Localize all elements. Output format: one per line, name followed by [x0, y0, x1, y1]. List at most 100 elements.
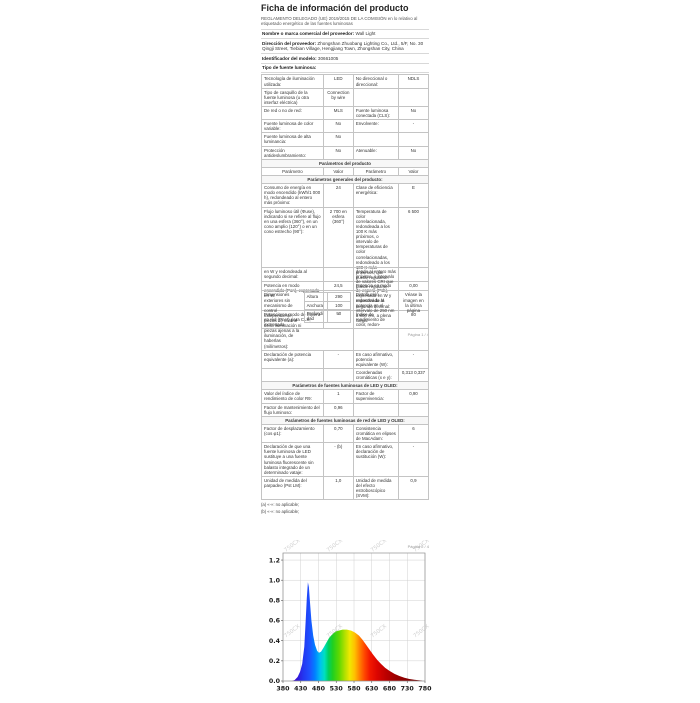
- table-row: Declaración de potencia equivalente (a):…: [261, 349, 430, 369]
- table-cell: No: [322, 145, 354, 160]
- supplier-row: Nombre o marca comercial del proveedor: …: [261, 30, 429, 40]
- table-cell: E: [397, 183, 430, 208]
- table-row: Fuente luminosa de alta luminancia: No: [261, 132, 430, 147]
- table-cell: Atenuable:: [352, 145, 399, 160]
- column-header: Valor: [322, 166, 354, 177]
- column-header: Parámetro: [261, 166, 324, 177]
- table-cell: MLS: [322, 105, 354, 121]
- table-cell: [397, 402, 430, 417]
- x-tick-label: 430: [294, 686, 308, 693]
- dimensions-table: Altura 290 Anchura 100 Profundidad 90: [303, 292, 351, 323]
- table-cell: 290: [326, 292, 351, 302]
- table-cell: Envolvente:: [352, 119, 399, 134]
- table-cell: Protección antideslumbramiento:: [261, 145, 324, 160]
- footnote-b: (b) «-»: no aplicable;: [261, 508, 300, 514]
- dimensions-cell: Dimensiones exteriores sin mecanismo de …: [261, 290, 354, 351]
- table-cell: Altura: [303, 292, 328, 302]
- watermark: 750CX: [283, 540, 301, 554]
- spd-area: [291, 582, 423, 681]
- table-row: Valor del índice de rendimiento de color…: [261, 389, 430, 404]
- table-row: Protección antideslumbramiento: No Atenuab…: [261, 145, 430, 160]
- table-cell: Tipo de casquillo de la fuente luminosa …: [261, 87, 324, 107]
- type-label: Tipo de fuente luminosa:: [262, 65, 317, 71]
- table-cell: Fuente luminosa de alta luminancia:: [261, 132, 324, 147]
- table-cell: [322, 367, 354, 383]
- table-row: Declaración de que una fuente luminosa d…: [261, 442, 430, 477]
- footnote-a: (a) «-»: no aplicable;: [261, 501, 300, 507]
- table-cell: Profundidad: [303, 308, 328, 323]
- table-cell: 90: [326, 308, 351, 323]
- table-row: Profundidad 90: [303, 308, 351, 323]
- table-cell: En caso afirmativo, declaración de susti…: [352, 442, 399, 477]
- table-cell: -: [397, 442, 430, 477]
- fiche-page-2: en W y redondeada al segundo decimal: dea…: [261, 266, 430, 549]
- table-cell: Consistencia cromática en elipses de Mac…: [352, 423, 399, 444]
- table-row: Coordenadas cromáticas (x e y): 0,313 0,3…: [261, 367, 430, 383]
- section-header-row: Parámetros generales del producto:: [261, 175, 429, 185]
- table-cell: No direccional o direccional:: [352, 74, 399, 89]
- table-cell: 1: [322, 389, 354, 404]
- table-row: Fuente luminosa de color variable: No Envo…: [261, 119, 430, 134]
- table-row: Altura 290: [303, 292, 351, 302]
- section-header: Parámetros generales del producto:: [261, 175, 429, 185]
- table-cell: Unidad de medida del efecto estroboscópi…: [352, 475, 399, 501]
- address-row: Dirección del proveedor: Zhongshan Zhuob…: [261, 39, 429, 55]
- y-tick-label: 0.2: [269, 658, 280, 665]
- x-tick-label: 780: [418, 686, 432, 693]
- x-tick-label: 630: [365, 686, 379, 693]
- table-cell: - (b): [322, 442, 354, 477]
- table-cell: 1,0: [322, 475, 354, 501]
- table-cell: deado al entero más próximo, o intervalo…: [352, 266, 399, 292]
- table-cell: en W y redondeada al segundo decimal:: [261, 266, 324, 292]
- x-tick-label: 680: [383, 686, 397, 693]
- watermark: 750CX: [370, 540, 388, 554]
- spd-label-cell: Distribución espectral de la potencia en…: [352, 290, 399, 351]
- section-header: Parámetros del producto: [261, 158, 429, 168]
- table-cell: 6: [397, 423, 430, 444]
- spd-chart-svg: 0.0 0.2 0.4 0.6 0.8 1.0 1.2 380 430 480 530 580 630 6…: [269, 538, 432, 693]
- table-cell: Factor de mantenimiento del flujo lumino…: [261, 402, 324, 417]
- table-row: Unidad de medida del parpadeo (Pst LM): 1…: [261, 475, 430, 501]
- table-cell: Clase de eficiencia energética:: [352, 183, 399, 208]
- table-cell: 0,96: [322, 402, 354, 417]
- table-cell: 0,313 0,337: [397, 367, 430, 383]
- dimensions-row: Dimensiones exteriores sin mecanismo de …: [261, 290, 430, 351]
- table-cell: 100: [326, 300, 351, 310]
- model-label: Identificador del modelo:: [262, 55, 317, 61]
- table-cell: No: [397, 145, 430, 160]
- regulation-text: REGLAMENTO DELEGADO (UE) 2019/2015 DE LA…: [261, 16, 429, 30]
- table-cell: [397, 132, 430, 147]
- table-cell: Declaración de que una fuente luminosa d…: [261, 442, 324, 477]
- x-tick-label: 380: [276, 686, 290, 693]
- table-row: Factor de mantenimiento del flujo lumino…: [261, 402, 430, 417]
- supplier-value: Wall Light: [355, 31, 376, 37]
- table-cell: Connection by wire: [322, 87, 354, 107]
- table-row: Anchura 100: [303, 300, 351, 310]
- address-label: Dirección del proveedor:: [262, 40, 317, 46]
- table-cell: [352, 402, 399, 417]
- table-cell: 24: [322, 183, 354, 208]
- y-tick-label: 0.8: [269, 598, 280, 605]
- x-tick-label: 730: [401, 686, 415, 693]
- table-cell: De red o no de red:: [261, 105, 324, 121]
- y-tick-label: 1.0: [269, 577, 281, 584]
- table-cell: No: [322, 132, 354, 147]
- table-row: en W y redondeada al segundo decimal: dea…: [261, 266, 430, 292]
- page-title: Ficha de información del producto: [261, 3, 409, 13]
- section-header-row: Parámetros de fuentes luminosas de LED y…: [261, 381, 429, 391]
- param-header-row: Parámetro Valor Parámetro Valor: [261, 166, 430, 177]
- type-row: Tipo de fuente luminosa:: [261, 64, 429, 74]
- product-params-table: en W y redondeada al segundo decimal: dea…: [261, 266, 430, 501]
- y-tick-label: 0.4: [269, 638, 281, 645]
- y-tick-label: 0.6: [269, 618, 281, 625]
- table-cell: Coordenadas cromáticas (x e y):: [352, 367, 399, 383]
- address-value: Zhongshan Zhuobang Lighting Co., Ltd., 5…: [262, 40, 424, 52]
- table-cell: [352, 87, 399, 107]
- table-cell: 0,90: [397, 389, 430, 404]
- section-header-row: Parámetros del producto: [261, 158, 429, 168]
- table-cell: Declaración de potencia equivalente (a):: [261, 349, 324, 369]
- x-tick-label: 530: [330, 686, 344, 693]
- spd-value-cell: Véase la imagen en la última página: [397, 290, 430, 351]
- spectral-power-distribution-chart: 0.0 0.2 0.4 0.6 0.8 1.0 1.2 380 430 480 530 580 630 6…: [262, 538, 432, 698]
- table-cell: Anchura: [303, 300, 328, 310]
